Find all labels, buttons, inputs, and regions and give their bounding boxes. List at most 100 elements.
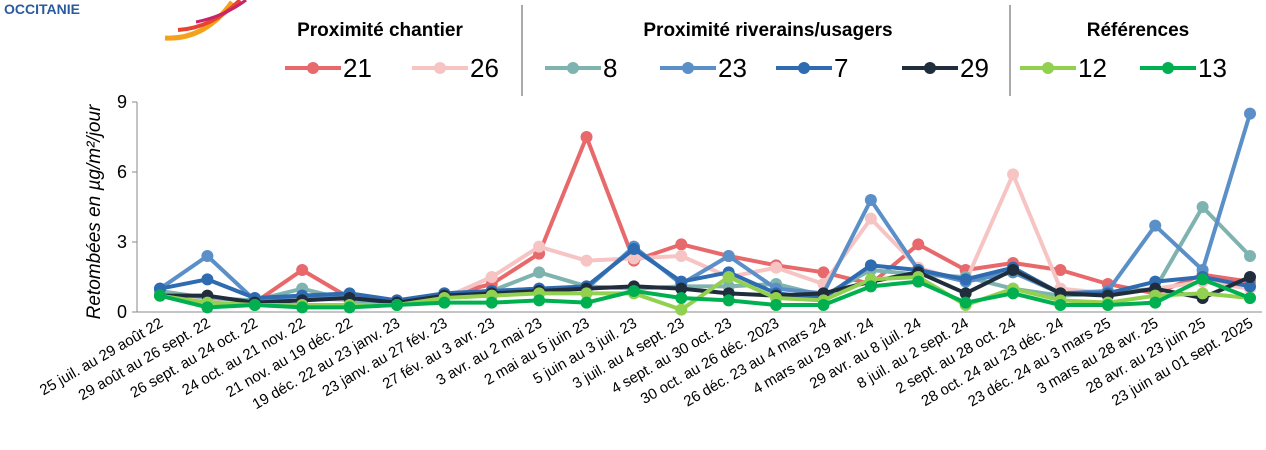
data-point [817,266,830,279]
series-line [159,277,1251,310]
legend-label: 13 [1198,53,1227,83]
data-point [485,296,498,309]
data-point [390,299,403,311]
logo-text: OCCITANIE [4,1,80,17]
logo-arc [177,0,242,32]
legend-item: 26 [412,53,499,83]
data-point [580,254,593,267]
data-point [675,238,688,251]
data-point [864,212,877,225]
logo-arc [195,0,247,24]
legend-marker [798,62,810,74]
legend-marker [682,62,694,74]
legend-marker [924,62,936,74]
legend-item: 29 [902,53,989,83]
legend-group-title: Références [1087,20,1189,41]
data-point [1244,280,1256,293]
legend-item: 7 [776,53,848,83]
legend-group-title: Proximité riverains/usagers [643,20,892,41]
data-point [1007,287,1020,300]
legend-group-title: Proximité chantier [297,20,463,41]
data-point [722,294,735,307]
data-point [1054,264,1067,276]
data-point [248,299,261,311]
data-point [675,282,688,295]
legend-label: 7 [834,53,848,83]
data-point [722,271,735,283]
data-point [1244,250,1256,262]
legend-item: 21 [285,53,372,83]
data-point [1244,271,1256,283]
data-point [864,259,877,272]
data-point [201,273,214,286]
data-point [1007,168,1020,181]
data-point [1149,296,1162,309]
legend-item: 8 [545,53,617,83]
data-point [1054,299,1067,311]
legend-marker [1042,62,1054,74]
data-point [485,271,498,283]
legend-label: 21 [343,53,372,83]
data-point [580,287,593,300]
y-axis-label: Retombées en µg/m²/jour [84,104,105,319]
data-point [864,280,877,293]
data-point [1149,219,1162,232]
data-point [343,301,356,314]
legend-marker [434,62,446,74]
legend-marker [1162,62,1174,74]
data-point [1101,299,1114,311]
legend-item: 23 [660,53,747,83]
legend-label: 26 [470,53,499,83]
series-line [158,113,1252,305]
legend-item: 12 [1020,53,1107,83]
legend-marker [307,62,319,74]
data-point [533,266,546,279]
data-point [1007,264,1020,276]
data-point [722,250,735,262]
data-point [770,299,783,311]
data-point [675,250,688,262]
data-point [912,238,925,251]
logo: OCCITANIE [4,0,247,41]
data-point [675,303,688,316]
data-point [627,252,640,265]
legend-label: 8 [603,53,617,83]
y-tick-label: 9 [117,92,127,112]
data-point [627,243,640,255]
data-point [1244,292,1256,304]
data-point [1196,201,1209,213]
data-point [959,296,972,309]
data-point [201,301,214,314]
data-point [296,301,309,314]
data-point [675,292,688,304]
legend-label: 29 [960,53,989,83]
data-point [201,250,214,262]
data-point [959,287,972,300]
y-tick-label: 0 [117,302,127,322]
data-point [627,285,640,297]
y-tick-label: 3 [117,232,127,252]
data-point [1196,273,1209,286]
y-tick-label: 6 [117,162,127,182]
data-point [1196,287,1209,300]
data-point [959,273,972,286]
logo-arc [164,0,235,41]
data-point [580,296,593,309]
data-point [864,194,877,206]
legend-label: 23 [718,53,747,83]
data-point [817,299,830,311]
data-point [438,296,451,309]
data-point [533,240,546,253]
data-point [770,261,783,274]
legend-marker [567,62,579,74]
data-point [296,264,309,276]
data-point [154,289,166,302]
data-point [533,294,546,307]
legend-item: 13 [1140,53,1227,83]
data-point [912,275,925,288]
data-point [1244,107,1256,120]
legend-label: 12 [1078,53,1107,83]
series-line [159,275,1251,312]
data-point [580,131,593,143]
